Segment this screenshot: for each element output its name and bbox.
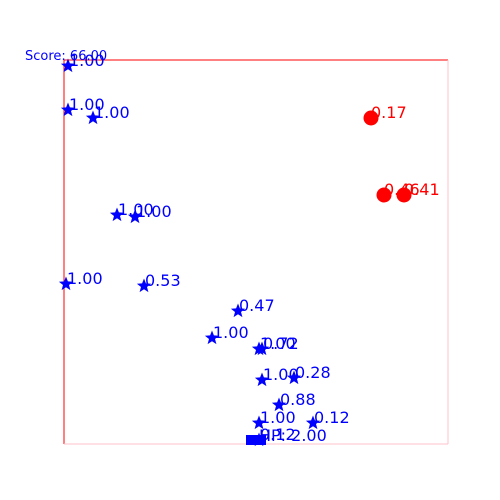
player-star-star-icon bbox=[305, 415, 321, 430]
player-star-label: 0.47 bbox=[239, 296, 275, 315]
enemy-circle-icon bbox=[396, 187, 412, 203]
player-star-label: 1.00 bbox=[67, 269, 103, 288]
player-star-star-icon bbox=[286, 370, 302, 385]
player-star-star-icon bbox=[127, 209, 143, 224]
hp-readout: HP: 2.00 bbox=[259, 426, 327, 445]
player-star-star-icon bbox=[58, 276, 74, 291]
player-star-star-icon bbox=[109, 207, 125, 222]
player-star-star-icon bbox=[271, 397, 287, 412]
player-star-label: 1.00 bbox=[69, 51, 105, 70]
player-star-label: 0.28 bbox=[295, 363, 331, 382]
enemy-circles: 0.170.460.41 bbox=[363, 103, 440, 203]
player-star-star-icon bbox=[254, 372, 270, 387]
player-star-label: 1.00 bbox=[136, 202, 172, 221]
player-stars: 1.001.001.001.001.001.00 0.530.471.001.00… bbox=[58, 51, 350, 447]
enemy-label: 0.41 bbox=[404, 180, 440, 199]
player-star-label: 1.00 bbox=[213, 323, 249, 342]
player-star-star-icon bbox=[204, 330, 220, 345]
player-star-star-icon bbox=[85, 110, 101, 125]
player-star-star-icon bbox=[254, 341, 270, 356]
enemy-circle-icon bbox=[363, 110, 379, 126]
player-star-label: 0.12 bbox=[314, 408, 350, 427]
player-star-label: 0.12 bbox=[260, 425, 296, 444]
player-star-label: 1.00 bbox=[69, 95, 105, 114]
player-star-label: 1.00 bbox=[263, 365, 299, 384]
score-readout: Score: 66.00 bbox=[25, 49, 107, 64]
player-star-label: 0.72 bbox=[263, 334, 299, 353]
player-star-label: 0.88 bbox=[280, 390, 316, 409]
player-star-label: 1.00 bbox=[260, 408, 296, 427]
player-star-star-icon bbox=[251, 415, 267, 430]
player-star-star-icon bbox=[136, 278, 152, 293]
player-star-label: 1.00 bbox=[260, 334, 296, 353]
player-star-star-icon bbox=[230, 303, 246, 318]
enemy-label: 0.17 bbox=[371, 103, 407, 122]
player-marker-square-icon bbox=[246, 435, 266, 445]
player-star-star-icon bbox=[60, 58, 76, 73]
enemy-circle-icon bbox=[376, 187, 392, 203]
player-star-star-icon bbox=[60, 102, 76, 117]
player-star-label: 0.53 bbox=[145, 271, 181, 290]
player-star-label: 1.00 bbox=[94, 103, 130, 122]
player-star-label: 1.00 bbox=[118, 200, 154, 219]
